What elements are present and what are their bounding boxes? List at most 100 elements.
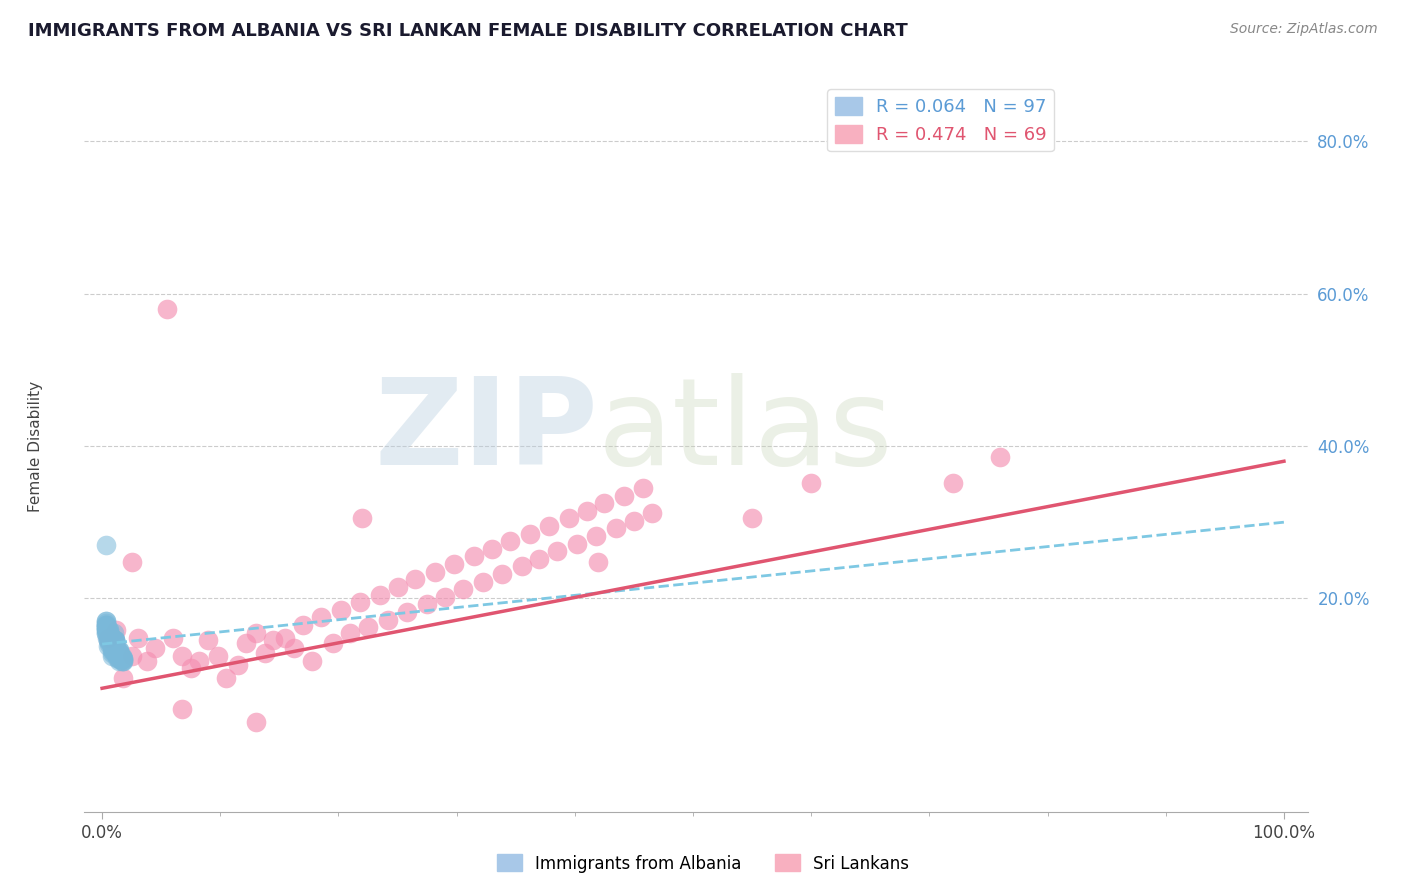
Point bbox=[339, 625, 361, 640]
Point bbox=[107, 654, 129, 668]
Point bbox=[988, 450, 1011, 465]
Point bbox=[94, 618, 117, 632]
Point bbox=[101, 637, 124, 651]
Point bbox=[443, 557, 465, 571]
Point bbox=[104, 643, 127, 657]
Point bbox=[98, 630, 121, 644]
Point bbox=[529, 551, 551, 566]
Point bbox=[471, 574, 494, 589]
Point bbox=[481, 541, 503, 556]
Point bbox=[136, 654, 159, 668]
Point bbox=[98, 637, 121, 651]
Point bbox=[94, 620, 117, 634]
Point bbox=[546, 544, 568, 558]
Point bbox=[98, 631, 121, 645]
Point bbox=[623, 514, 645, 528]
Point bbox=[101, 637, 124, 651]
Text: IMMIGRANTS FROM ALBANIA VS SRI LANKAN FEMALE DISABILITY CORRELATION CHART: IMMIGRANTS FROM ALBANIA VS SRI LANKAN FE… bbox=[28, 22, 908, 40]
Point bbox=[104, 635, 127, 649]
Point bbox=[100, 637, 122, 651]
Point bbox=[101, 640, 124, 655]
Point bbox=[352, 511, 374, 525]
Point bbox=[112, 654, 135, 668]
Point bbox=[322, 635, 344, 649]
Point bbox=[357, 620, 380, 634]
Legend: Immigrants from Albania, Sri Lankans: Immigrants from Albania, Sri Lankans bbox=[491, 847, 915, 880]
Point bbox=[499, 534, 522, 549]
Point bbox=[104, 646, 127, 660]
Point bbox=[274, 631, 297, 645]
Point bbox=[111, 650, 134, 665]
Point bbox=[94, 614, 117, 628]
Point bbox=[377, 613, 399, 627]
Point bbox=[575, 504, 598, 518]
Point bbox=[425, 565, 447, 579]
Point bbox=[463, 549, 485, 564]
Point bbox=[105, 646, 128, 660]
Point bbox=[537, 519, 560, 533]
Point bbox=[404, 572, 426, 586]
Point bbox=[96, 631, 118, 645]
Point bbox=[98, 624, 121, 638]
Point bbox=[112, 652, 135, 666]
Point bbox=[127, 631, 149, 645]
Point bbox=[98, 631, 121, 645]
Point bbox=[107, 643, 129, 657]
Text: Source: ZipAtlas.com: Source: ZipAtlas.com bbox=[1230, 22, 1378, 37]
Point bbox=[103, 625, 125, 640]
Point bbox=[107, 645, 129, 659]
Point bbox=[519, 526, 541, 541]
Point bbox=[309, 610, 332, 624]
Point bbox=[107, 652, 129, 666]
Point bbox=[491, 567, 513, 582]
Point bbox=[800, 475, 823, 490]
Point bbox=[197, 633, 219, 648]
Point bbox=[226, 658, 249, 673]
Point bbox=[588, 555, 610, 569]
Point bbox=[96, 620, 118, 634]
Point bbox=[942, 475, 965, 490]
Point bbox=[301, 654, 323, 668]
Point bbox=[98, 625, 121, 640]
Point bbox=[451, 582, 474, 597]
Point bbox=[112, 650, 135, 665]
Point bbox=[100, 648, 122, 663]
Point bbox=[100, 643, 122, 657]
Point bbox=[107, 648, 129, 663]
Point bbox=[262, 633, 284, 648]
Point bbox=[97, 639, 120, 653]
Point bbox=[107, 646, 129, 660]
Point bbox=[98, 633, 121, 648]
Point bbox=[235, 635, 257, 649]
Point bbox=[94, 625, 117, 640]
Point bbox=[96, 622, 118, 636]
Point bbox=[112, 672, 135, 686]
Point bbox=[100, 635, 122, 649]
Text: Female Disability: Female Disability bbox=[28, 380, 44, 512]
Point bbox=[107, 650, 129, 665]
Point bbox=[104, 633, 127, 648]
Point bbox=[104, 635, 127, 649]
Point bbox=[105, 624, 128, 638]
Point bbox=[94, 615, 117, 630]
Point bbox=[100, 639, 122, 653]
Legend: R = 0.064   N = 97, R = 0.474   N = 69: R = 0.064 N = 97, R = 0.474 N = 69 bbox=[827, 89, 1054, 152]
Point bbox=[104, 639, 127, 653]
Text: atlas: atlas bbox=[598, 373, 894, 490]
Point bbox=[172, 702, 194, 716]
Point bbox=[101, 645, 124, 659]
Point bbox=[245, 714, 267, 729]
Point bbox=[107, 646, 129, 660]
Point bbox=[207, 648, 229, 663]
Point bbox=[585, 529, 607, 543]
Point bbox=[98, 628, 121, 642]
Point bbox=[112, 652, 135, 666]
Point bbox=[741, 511, 763, 525]
Point bbox=[633, 481, 655, 495]
Point bbox=[416, 598, 439, 612]
Point bbox=[101, 635, 124, 649]
Point bbox=[368, 588, 391, 602]
Point bbox=[98, 635, 121, 649]
Point bbox=[104, 633, 127, 648]
Point bbox=[98, 624, 121, 638]
